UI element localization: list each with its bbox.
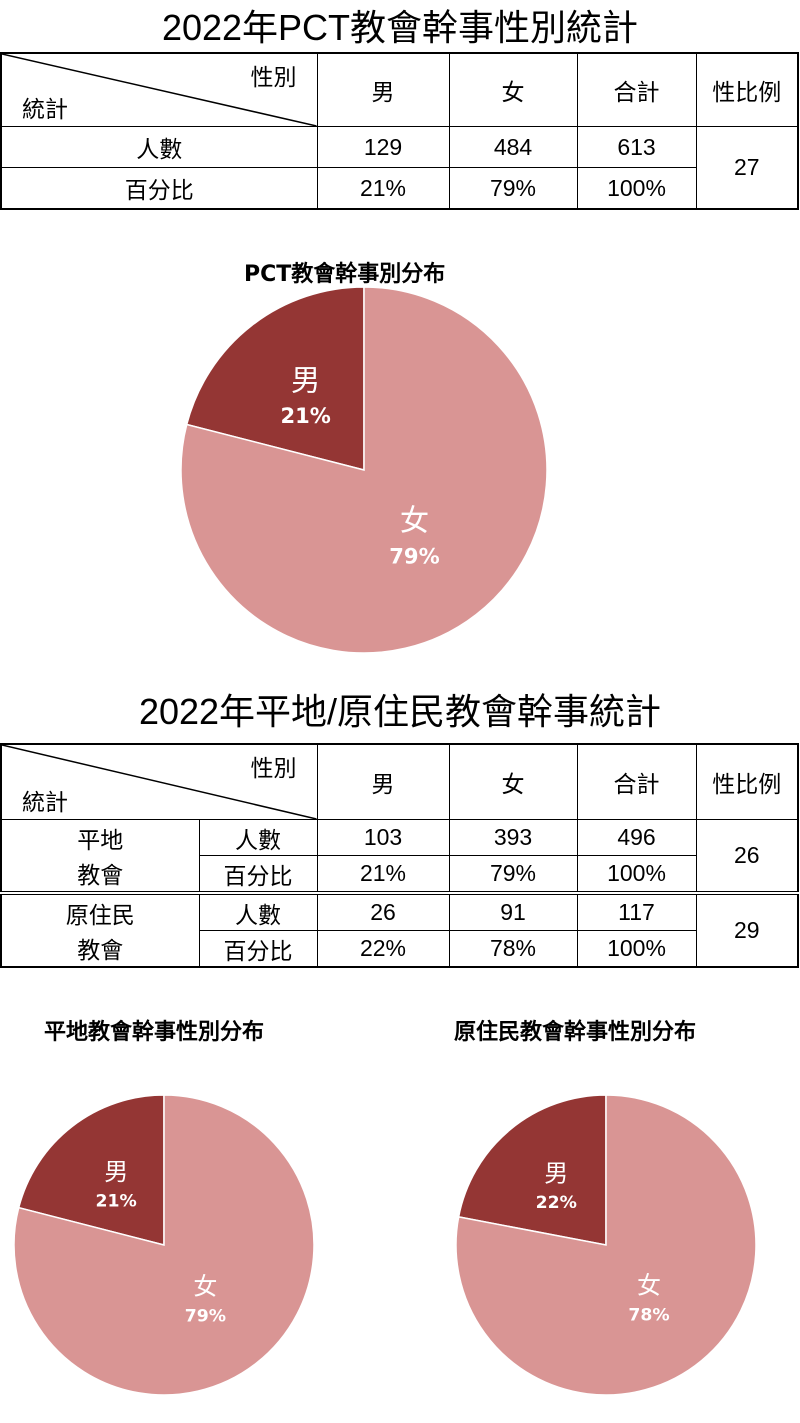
- diagonal-divider: [2, 745, 317, 819]
- header-female: 女: [448, 52, 578, 127]
- pie-slice-female: [13, 1094, 315, 1396]
- cell-value: 613: [576, 126, 697, 168]
- table1-title: 2022年PCT教會幹事性別統計: [161, 7, 639, 48]
- row-label: 人數: [0, 126, 318, 168]
- cell-value: 79%: [448, 855, 578, 894]
- pie-category-label: 女: [400, 504, 429, 538]
- cell-value: 91: [448, 891, 578, 931]
- diagonal-divider: [2, 54, 317, 126]
- cell-value: 129: [316, 126, 450, 168]
- cell-value: 78%: [448, 930, 578, 968]
- pie-slice-female: [180, 286, 548, 654]
- table-row: 教會 百分比 21% 79% 100%: [0, 855, 798, 894]
- table-row: 原住民 人數 26 91 117 29: [0, 891, 799, 968]
- header-total: 合計: [576, 743, 697, 820]
- pie-category-label: 女: [193, 1273, 217, 1301]
- sex-ratio-value: 27: [695, 126, 799, 210]
- cell-value: 393: [448, 819, 578, 856]
- pie-slice-male: [17, 1094, 165, 1246]
- corner-label-gender: 性別: [250, 64, 297, 90]
- cell-value: 100%: [576, 930, 697, 968]
- table-row: 平地 人數 103 393 496 26: [0, 819, 799, 894]
- cell-value: 21%: [316, 167, 450, 210]
- table2-title: 2022年平地/原住民教會幹事統計: [138, 691, 662, 732]
- header-male: 男: [316, 743, 450, 820]
- corner-label-stat: 統計: [22, 96, 68, 122]
- chart3-title: 原住民教會幹事性別分布: [454, 1020, 697, 1045]
- group-name-line2: 教會: [0, 930, 200, 968]
- group-name-line1: 平地: [0, 819, 200, 856]
- pie-category-label: 男: [104, 1158, 128, 1186]
- group-name-line1: 原住民: [0, 891, 200, 931]
- sex-ratio-value: 29: [695, 891, 799, 968]
- table-row: 人數 129 484 613 27: [0, 126, 799, 210]
- cell-value: 21%: [316, 855, 450, 894]
- cell-value: 100%: [576, 167, 697, 210]
- corner-label-gender: 性別: [250, 755, 297, 781]
- header-total: 合計: [576, 52, 697, 127]
- cell-value: 496: [576, 819, 697, 856]
- row-label: 百分比: [198, 930, 318, 968]
- pie-category-label: 男: [544, 1159, 568, 1187]
- table-corner-header: 性別 統計: [0, 52, 318, 127]
- header-sex-ratio: 性比例: [695, 743, 799, 820]
- chart2-title: 平地教會幹事性別分布: [44, 1020, 265, 1045]
- row-label: 百分比: [0, 167, 318, 210]
- cell-value: 103: [316, 819, 450, 856]
- table-row: 百分比 21% 79% 100%: [0, 167, 798, 210]
- cell-value: 26: [316, 891, 450, 931]
- pie-percent-label: 21%: [96, 1192, 137, 1212]
- pie-slice-female: [455, 1094, 757, 1396]
- cell-value: 79%: [448, 167, 578, 210]
- corner-label-stat: 統計: [22, 789, 68, 815]
- plains-indigenous-table: 性別 統計 男 女 合計 性比例 平地 人數 103 393 496 26 教會…: [0, 743, 799, 968]
- pie-category-label: 男: [291, 363, 320, 397]
- header-sex-ratio: 性比例: [695, 52, 799, 127]
- cell-value: 117: [576, 891, 697, 931]
- pie-percent-label: 79%: [389, 543, 439, 568]
- pie-slice-male: [457, 1094, 607, 1246]
- header-female: 女: [448, 743, 578, 820]
- pie-percent-label: 78%: [628, 1305, 669, 1325]
- cell-value: 484: [448, 126, 578, 168]
- row-label: 百分比: [198, 855, 318, 894]
- cell-value: 22%: [316, 930, 450, 968]
- pie-slice-male: [185, 286, 365, 471]
- sex-ratio-value: 26: [695, 819, 799, 894]
- pie-category-label: 女: [637, 1271, 661, 1299]
- pie-percent-label: 22%: [536, 1193, 577, 1213]
- chart1-title: PCT教會幹事別分布: [244, 262, 446, 287]
- pie-percent-label: 79%: [185, 1307, 226, 1327]
- pct-gender-table: 性別 統計 男 女 合計 性比例 人數 129 484 613 27 百分比 2…: [0, 52, 799, 210]
- row-label: 人數: [198, 891, 318, 931]
- pie-percent-label: 21%: [281, 403, 331, 428]
- table-row: 教會 百分比 22% 78% 100%: [0, 930, 798, 968]
- table-corner-header: 性別 統計: [0, 743, 318, 820]
